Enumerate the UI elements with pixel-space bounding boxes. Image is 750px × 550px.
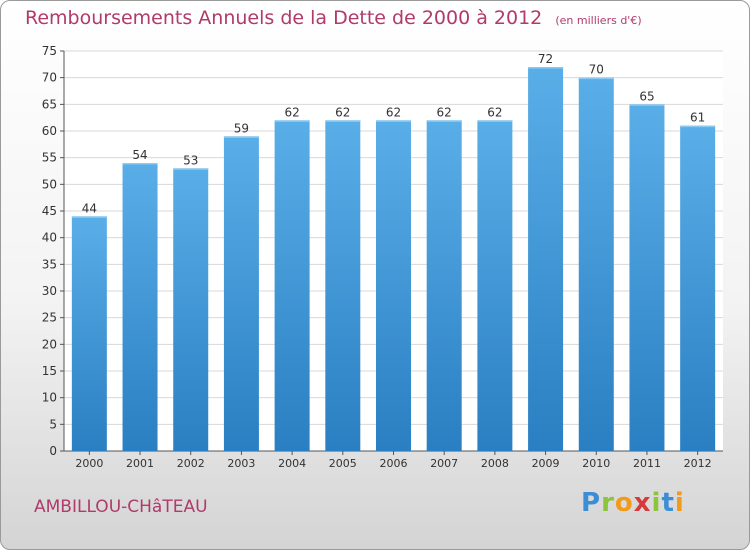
x-tick-label: 2002: [177, 457, 205, 470]
city-name: AMBILLOU-CHâTEAU: [34, 497, 208, 517]
y-tick-label: 15: [42, 364, 57, 378]
bar-highlight: [629, 104, 665, 106]
data-label: 62: [386, 105, 401, 119]
y-tick-label: 65: [42, 97, 57, 111]
data-label: 59: [234, 121, 249, 135]
bar: [376, 120, 411, 451]
bar-highlight: [325, 120, 361, 122]
bar: [223, 136, 259, 452]
x-tick-label: 2009: [532, 457, 560, 470]
x-tick-label: 2004: [278, 457, 306, 470]
chart-title: Remboursements Annuels de la Dette de 20…: [25, 7, 642, 29]
logo-letter: i: [651, 488, 662, 518]
logo-letter: o: [614, 488, 634, 518]
data-label: 70: [589, 63, 604, 77]
logo-letter: r: [601, 488, 615, 518]
bar-highlight: [173, 168, 209, 170]
proxiti-logo: Proxiti: [581, 488, 685, 518]
data-label: 62: [437, 105, 452, 119]
data-label: 61: [690, 111, 705, 125]
x-tick-label: 2006: [380, 457, 408, 470]
x-tick-label: 2012: [684, 457, 712, 470]
y-tick-label: 60: [42, 124, 57, 138]
y-tick-label: 5: [49, 417, 57, 431]
x-tick-label: 2005: [329, 457, 357, 470]
y-tick-label: 0: [49, 444, 57, 458]
data-label: 62: [487, 105, 502, 119]
logo-letter: x: [633, 488, 652, 518]
bar-highlight: [426, 120, 462, 122]
x-tick-label: 2000: [75, 457, 103, 470]
bar-highlight: [477, 120, 513, 122]
bar: [578, 77, 614, 452]
y-tick-label: 10: [42, 391, 57, 405]
title-text: Remboursements Annuels de la Dette de 20…: [25, 7, 543, 29]
logo-letter: t: [661, 488, 675, 518]
bar-highlight: [274, 120, 310, 122]
bar: [325, 120, 361, 451]
bar: [680, 125, 716, 452]
bar-highlight: [680, 125, 716, 128]
bar-highlight: [376, 120, 411, 122]
bar: [629, 104, 665, 451]
data-label: 44: [82, 201, 97, 215]
unit-note: (en milliers d'€): [555, 14, 642, 27]
bar: [426, 120, 462, 451]
data-label: 65: [639, 89, 654, 103]
data-label: 72: [538, 52, 553, 66]
y-tick-label: 55: [42, 151, 57, 165]
y-tick-label: 75: [42, 44, 57, 58]
bar-highlight: [528, 67, 564, 69]
y-tick-label: 25: [42, 311, 57, 325]
data-label: 54: [132, 148, 147, 162]
x-tick-label: 2011: [633, 457, 661, 470]
y-tick-label: 50: [42, 177, 57, 191]
bar-highlight: [578, 77, 614, 80]
bar: [274, 120, 310, 451]
y-tick-label: 20: [42, 337, 57, 351]
bar-chart: 0 5 10 15 20 25 30 35 40 45 50 55 60 65 70 75 44 2000 54 20…: [42, 44, 723, 470]
data-label: 62: [284, 105, 299, 119]
y-tick-label: 35: [42, 257, 57, 271]
x-tick-label: 2010: [582, 457, 610, 470]
bar: [173, 168, 209, 452]
logo-letter: i: [674, 488, 685, 518]
x-tick-label: 2001: [126, 457, 154, 470]
y-tick-label: 40: [42, 231, 57, 245]
bar-highlight: [71, 216, 107, 218]
x-tick-label: 2007: [430, 457, 458, 470]
bar-highlight: [223, 136, 259, 138]
data-label: 53: [183, 153, 198, 167]
x-tick-label: 2003: [227, 457, 255, 470]
bar: [528, 67, 564, 451]
x-tick-label: 2008: [481, 457, 509, 470]
y-tick-label: 30: [42, 284, 57, 298]
y-tick-label: 45: [42, 204, 57, 218]
bar: [122, 163, 158, 451]
bar-highlight: [122, 163, 158, 165]
bar: [71, 216, 107, 451]
logo-letter: P: [581, 488, 602, 518]
y-tick-label: 70: [42, 71, 57, 85]
bar: [477, 120, 513, 451]
data-label: 62: [335, 105, 350, 119]
